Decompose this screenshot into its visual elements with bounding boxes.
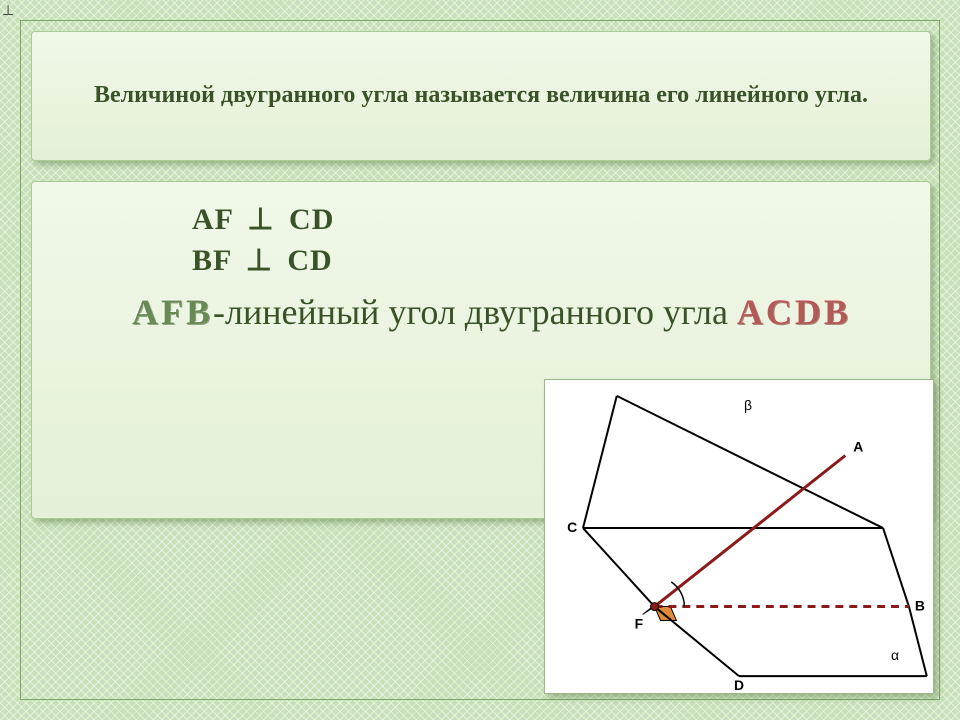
rel2-right: CD: [287, 244, 332, 277]
diagram-panel: C F D A Bβ α: [544, 379, 934, 694]
acdb-label: ACDB: [737, 292, 851, 332]
rel1-left: AF: [192, 203, 233, 236]
svg-text:A: A: [853, 439, 863, 455]
rel2-left: BF: [192, 244, 231, 277]
conclusion-mid: -линейный угол двугранного угла: [213, 292, 737, 332]
svg-text:C: C: [567, 519, 577, 535]
svg-text:D: D: [734, 677, 744, 693]
perp-icon: ⊥: [241, 202, 280, 237]
rel1-right: CD: [289, 203, 334, 236]
title-panel: Величиной двугранного угла называется ве…: [31, 31, 931, 161]
svg-text:β: β: [744, 397, 752, 413]
slide-frame: Величиной двугранного угла называется ве…: [20, 20, 940, 700]
svg-text:B: B: [915, 598, 925, 614]
relation-2: BF ⊥ CD: [192, 243, 900, 278]
perp-icon: ⊥: [240, 243, 279, 278]
dihedral-angle-diagram: C F D A Bβ α: [545, 380, 933, 693]
corner-perp-symbol: ⊥: [2, 2, 14, 19]
conclusion-line: AFB-линейный угол двугранного угла ACDB: [132, 290, 900, 335]
svg-text:F: F: [635, 615, 644, 631]
svg-text:α: α: [891, 647, 899, 663]
afb-label: AFB: [132, 292, 213, 332]
relation-1: AF ⊥ CD: [192, 202, 900, 237]
title-text: Величиной двугранного угла называется ве…: [94, 80, 868, 111]
